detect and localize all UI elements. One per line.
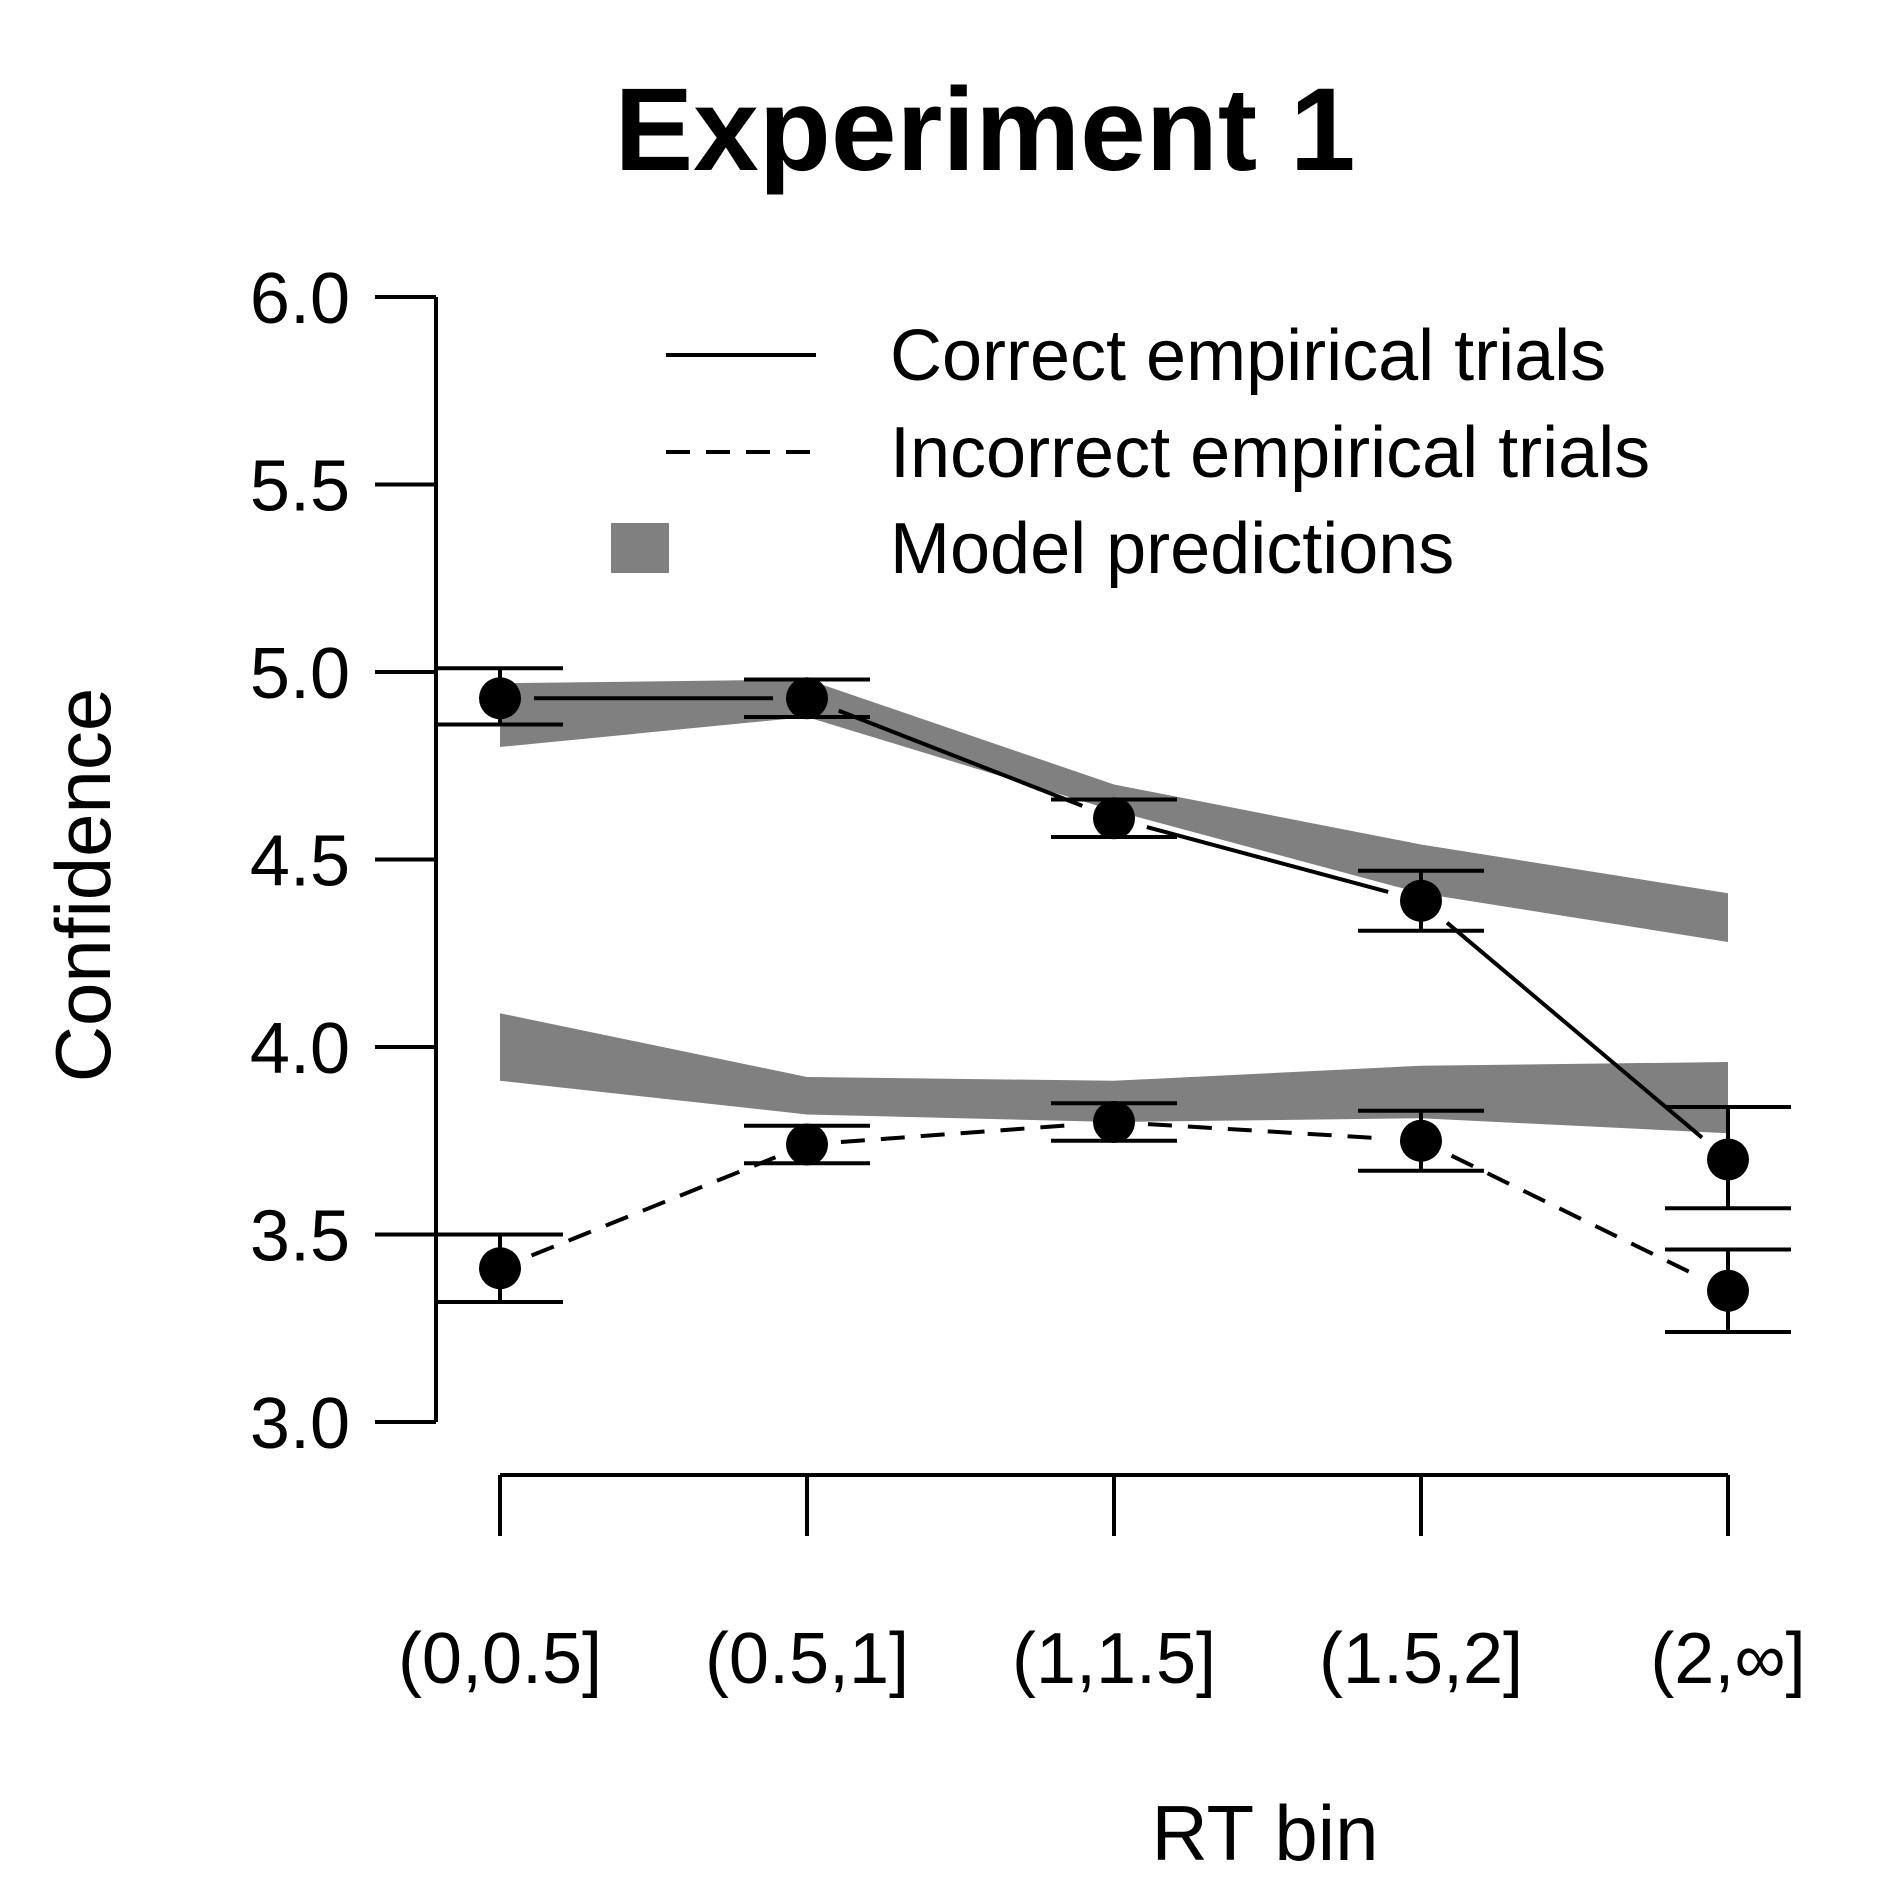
y-tick-label-0: 3.0 — [250, 1384, 350, 1464]
data-point-0-1 — [786, 677, 828, 720]
series-1-segment-0 — [530, 1155, 777, 1258]
data-point-1-1 — [786, 1123, 828, 1166]
data-point-0-2 — [1093, 797, 1135, 840]
series-1-segment-3 — [1450, 1153, 1699, 1278]
x-tick-label-4: (2,∞] — [1650, 1619, 1805, 1699]
data-point-1-4 — [1707, 1269, 1749, 1312]
y-tick-label-2: 4.0 — [250, 1009, 350, 1089]
legend-swatch-band — [611, 523, 669, 573]
model-band-1 — [500, 1013, 1728, 1134]
series-0-segment-3 — [1445, 921, 1704, 1140]
y-tick-label-4: 5.0 — [250, 634, 350, 714]
series-lines — [530, 696, 1704, 1278]
data-point-1-2 — [1093, 1101, 1135, 1143]
y-axis-label: Confidence — [39, 688, 127, 1083]
data-point-1-0 — [479, 1247, 521, 1290]
legend-label-0: Correct empirical trials — [890, 316, 1606, 396]
data-point-1-3 — [1400, 1119, 1442, 1162]
series-0-segment-1 — [837, 708, 1084, 808]
legend-label-1: Incorrect empirical trials — [890, 413, 1650, 493]
data-point-0-0 — [479, 677, 521, 720]
legend: Correct empirical trials Incorrect empiri… — [611, 316, 1650, 589]
series-0-segment-2 — [1146, 825, 1389, 894]
data-point-0-3 — [1400, 879, 1442, 922]
x-tick-label-3: (1.5,2] — [1319, 1619, 1523, 1699]
y-axis: 3.0 3.5 4.0 4.5 5.0 5.5 6.0 — [250, 259, 438, 1464]
x-tick-label-2: (1,1.5] — [1012, 1619, 1216, 1699]
data-points — [479, 677, 1749, 1312]
y-tick-label-6: 6.0 — [250, 259, 350, 339]
x-tick-label-0: (0,0.5] — [398, 1619, 602, 1699]
x-axis-label: RT bin — [1152, 1789, 1379, 1877]
y-tick-label-1: 3.5 — [250, 1197, 350, 1277]
y-tick-label-5: 5.5 — [250, 447, 350, 527]
data-point-0-4 — [1707, 1138, 1749, 1181]
y-tick-label-3: 4.5 — [250, 822, 350, 902]
x-axis: (0,0.5] (0.5,1] (1,1.5] (1.5,2] (2,∞] — [398, 1473, 1806, 1699]
chart-title: Experiment 1 — [614, 64, 1355, 196]
x-tick-label-1: (0.5,1] — [705, 1619, 909, 1699]
legend-label-2: Model predictions — [890, 509, 1454, 589]
